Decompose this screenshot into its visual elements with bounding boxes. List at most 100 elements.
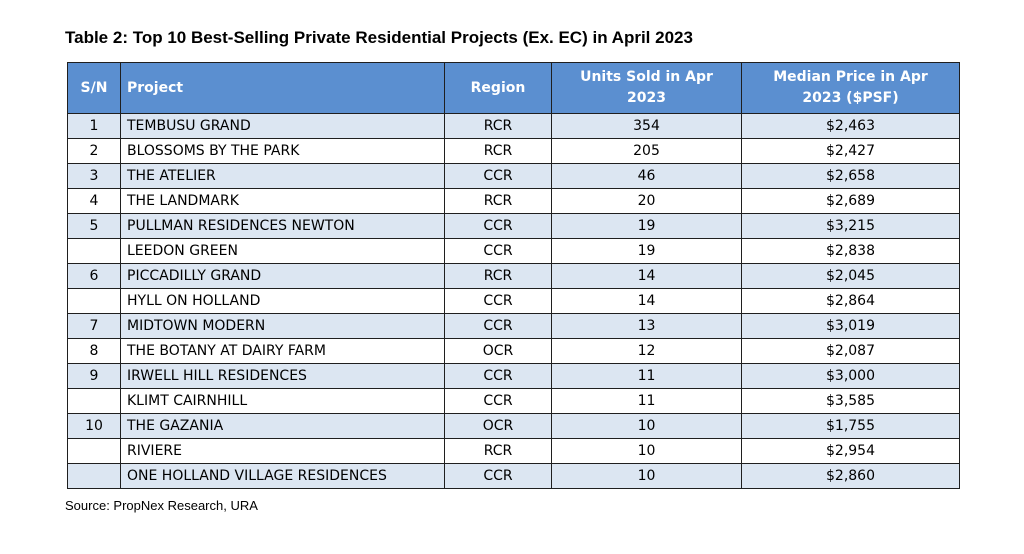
cell-region: RCR	[444, 138, 552, 164]
table-row: 9 IRWELL HILL RESIDENCES CCR 11 $3,000	[67, 363, 960, 389]
cell-price: $2,427	[741, 138, 960, 164]
cell-project: ONE HOLLAND VILLAGE RESIDENCES	[120, 463, 445, 489]
table-row: 10 THE GAZANIA OCR 10 $1,755	[67, 413, 960, 439]
cell-project: THE LANDMARK	[120, 188, 445, 214]
cell-units: 205	[551, 138, 742, 164]
cell-price: $3,215	[741, 213, 960, 239]
cell-units: 11	[551, 388, 742, 414]
sales-table: S/N Project Region Units Sold in Apr 202…	[67, 62, 960, 489]
header-price-line1: Median Price in Apr	[773, 69, 928, 85]
cell-project: TEMBUSU GRAND	[120, 113, 445, 139]
table-row: KLIMT CAIRNHILL CCR 11 $3,585	[67, 388, 960, 414]
cell-price: $2,954	[741, 438, 960, 464]
cell-region: CCR	[444, 163, 552, 189]
table-row: 2 BLOSSOMS BY THE PARK RCR 205 $2,427	[67, 138, 960, 164]
table-row: RIVIERE RCR 10 $2,954	[67, 438, 960, 464]
cell-sn: 9	[67, 363, 121, 389]
cell-units: 14	[551, 263, 742, 289]
cell-sn	[67, 238, 121, 264]
cell-sn	[67, 463, 121, 489]
cell-project: PULLMAN RESIDENCES NEWTON	[120, 213, 445, 239]
cell-region: RCR	[444, 188, 552, 214]
cell-sn: 4	[67, 188, 121, 214]
cell-sn: 8	[67, 338, 121, 364]
cell-units: 354	[551, 113, 742, 139]
source-note: Source: PropNex Research, URA	[65, 498, 258, 513]
cell-price: $2,838	[741, 238, 960, 264]
cell-units: 10	[551, 463, 742, 489]
cell-units: 46	[551, 163, 742, 189]
cell-project: RIVIERE	[120, 438, 445, 464]
header-median-price: Median Price in Apr 2023 ($PSF)	[741, 62, 960, 114]
cell-sn: 1	[67, 113, 121, 139]
cell-price: $3,019	[741, 313, 960, 339]
table-row: 8 THE BOTANY AT DAIRY FARM OCR 12 $2,087	[67, 338, 960, 364]
table-row: 6 PICCADILLY GRAND RCR 14 $2,045	[67, 263, 960, 289]
cell-region: CCR	[444, 238, 552, 264]
table-body: 1 TEMBUSU GRAND RCR 354 $2,463 2 BLOSSOM…	[67, 113, 960, 489]
cell-region: CCR	[444, 363, 552, 389]
table-row: ONE HOLLAND VILLAGE RESIDENCES CCR 10 $2…	[67, 463, 960, 489]
cell-region: OCR	[444, 338, 552, 364]
cell-units: 13	[551, 313, 742, 339]
cell-project: HYLL ON HOLLAND	[120, 288, 445, 314]
table-row: 5 PULLMAN RESIDENCES NEWTON CCR 19 $3,21…	[67, 213, 960, 239]
header-project: Project	[120, 62, 445, 114]
cell-region: RCR	[444, 263, 552, 289]
cell-region: CCR	[444, 388, 552, 414]
cell-sn: 5	[67, 213, 121, 239]
header-units-line1: Units Sold in Apr	[580, 69, 713, 85]
cell-region: OCR	[444, 413, 552, 439]
cell-sn	[67, 388, 121, 414]
cell-price: $3,585	[741, 388, 960, 414]
cell-sn	[67, 288, 121, 314]
cell-project: BLOSSOMS BY THE PARK	[120, 138, 445, 164]
table-row: 4 THE LANDMARK RCR 20 $2,689	[67, 188, 960, 214]
cell-region: CCR	[444, 313, 552, 339]
table-row: LEEDON GREEN CCR 19 $2,838	[67, 238, 960, 264]
table-row: 3 THE ATELIER CCR 46 $2,658	[67, 163, 960, 189]
cell-sn: 6	[67, 263, 121, 289]
cell-project: THE BOTANY AT DAIRY FARM	[120, 338, 445, 364]
cell-region: CCR	[444, 288, 552, 314]
cell-project: THE ATELIER	[120, 163, 445, 189]
cell-units: 19	[551, 213, 742, 239]
header-units-line2: 2023	[627, 90, 666, 106]
header-units-sold: Units Sold in Apr 2023	[551, 62, 742, 114]
table-header-row: S/N Project Region Units Sold in Apr 202…	[67, 62, 960, 114]
cell-sn	[67, 438, 121, 464]
cell-price: $2,658	[741, 163, 960, 189]
cell-price: $2,689	[741, 188, 960, 214]
cell-project: IRWELL HILL RESIDENCES	[120, 363, 445, 389]
cell-region: CCR	[444, 463, 552, 489]
cell-project: LEEDON GREEN	[120, 238, 445, 264]
cell-project: KLIMT CAIRNHILL	[120, 388, 445, 414]
cell-units: 20	[551, 188, 742, 214]
cell-units: 11	[551, 363, 742, 389]
cell-units: 10	[551, 413, 742, 439]
cell-price: $2,860	[741, 463, 960, 489]
cell-price: $3,000	[741, 363, 960, 389]
cell-price: $2,864	[741, 288, 960, 314]
cell-units: 19	[551, 238, 742, 264]
cell-units: 14	[551, 288, 742, 314]
cell-units: 12	[551, 338, 742, 364]
header-price-line2: 2023 ($PSF)	[802, 90, 899, 106]
table-row: HYLL ON HOLLAND CCR 14 $2,864	[67, 288, 960, 314]
cell-region: RCR	[444, 438, 552, 464]
cell-sn: 7	[67, 313, 121, 339]
cell-sn: 10	[67, 413, 121, 439]
cell-project: THE GAZANIA	[120, 413, 445, 439]
cell-price: $2,045	[741, 263, 960, 289]
cell-sn: 3	[67, 163, 121, 189]
cell-region: RCR	[444, 113, 552, 139]
cell-project: MIDTOWN MODERN	[120, 313, 445, 339]
header-region: Region	[444, 62, 552, 114]
table-row: 1 TEMBUSU GRAND RCR 354 $2,463	[67, 113, 960, 139]
cell-price: $2,463	[741, 113, 960, 139]
table-row: 7 MIDTOWN MODERN CCR 13 $3,019	[67, 313, 960, 339]
cell-region: CCR	[444, 213, 552, 239]
cell-price: $1,755	[741, 413, 960, 439]
cell-project: PICCADILLY GRAND	[120, 263, 445, 289]
cell-sn: 2	[67, 138, 121, 164]
